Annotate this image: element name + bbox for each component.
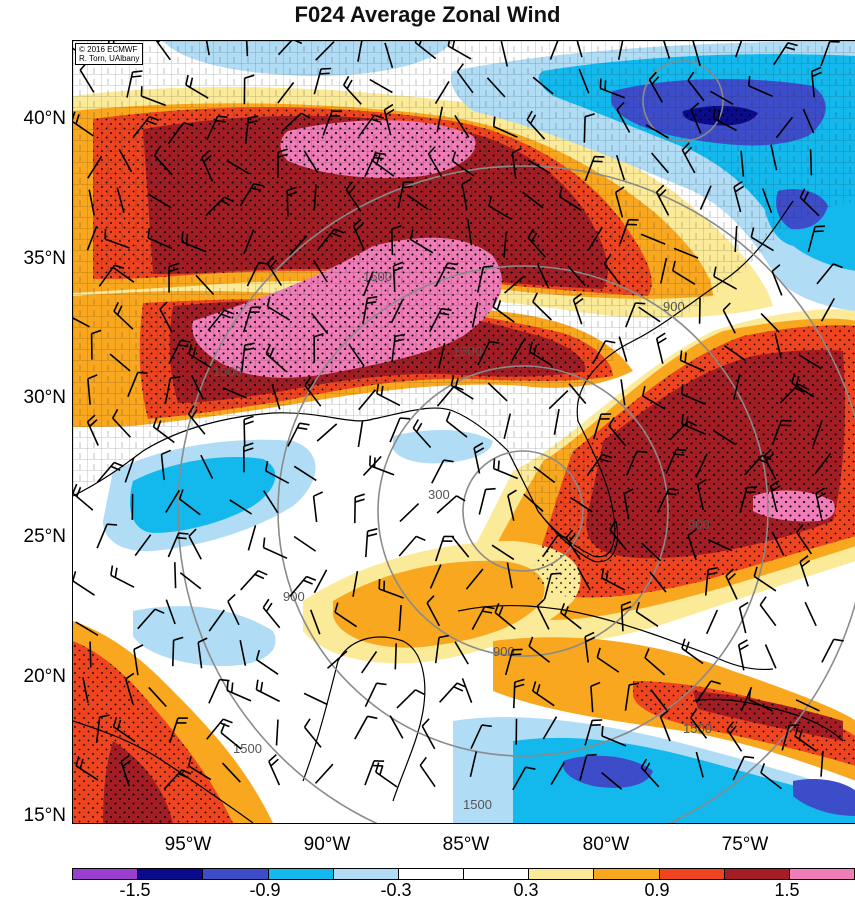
- map-title: F024 Average Zonal Wind: [0, 0, 855, 32]
- wind-barb: [390, 716, 403, 739]
- colorbar-label-0-3: 0.3: [496, 880, 556, 901]
- wind-barb: [707, 610, 718, 634]
- wind-barb: [316, 764, 333, 783]
- colorbar-label-neg-0-3: -0.3: [366, 880, 426, 901]
- wind-barb: [256, 680, 279, 702]
- colorbar-swatch: [660, 869, 725, 879]
- contour-label: 900: [663, 299, 685, 314]
- wind-barb: [248, 525, 255, 550]
- wind-barb: [90, 642, 91, 668]
- credit-line-1: © 2016 ECMWF: [79, 45, 139, 54]
- colorbar-label-1-5: 1.5: [757, 880, 817, 901]
- wind-barb: [657, 333, 667, 364]
- wind-barb: [317, 424, 337, 441]
- wind-barb: [395, 643, 396, 669]
- wind-barb: [111, 566, 134, 588]
- wind-barb: [209, 680, 230, 704]
- wind-barb: [358, 421, 362, 447]
- lat-label-30n: 30°N: [0, 387, 66, 409]
- colorbar-label-neg-1-5: -1.5: [105, 880, 165, 901]
- lon-label-75w: 75°W: [705, 834, 785, 856]
- contour-label: 300: [428, 487, 450, 502]
- colorbar-swatch: [464, 869, 529, 879]
- lat-label-40n: 40°N: [0, 108, 66, 130]
- wind-barb: [766, 645, 776, 669]
- colorbar-swatch: [334, 869, 399, 879]
- wind-barb: [365, 683, 386, 707]
- lat-label-25n: 25°N: [0, 526, 66, 548]
- colorbar-swatch: [203, 869, 268, 879]
- wind-barb: [73, 571, 95, 595]
- colorbar-swatch: [269, 869, 334, 879]
- wind-barb: [805, 602, 816, 626]
- wind-barb: [304, 693, 328, 704]
- lon-label-90w: 90°W: [287, 834, 367, 856]
- wind-barb: [440, 683, 467, 702]
- colorbar-swatch: [725, 869, 790, 879]
- wind-barb: [400, 504, 419, 522]
- wind-barb: [227, 681, 251, 701]
- lat-label-35n: 35°N: [0, 248, 66, 270]
- colorbar-label-0-9: 0.9: [627, 880, 687, 901]
- wind-barb: [175, 562, 176, 588]
- colorbar-swatch: [138, 869, 203, 879]
- wind-barb: [263, 599, 279, 628]
- contour-label: 1500: [233, 741, 262, 756]
- wind-barb: [366, 529, 378, 557]
- wind-barb: [420, 757, 435, 786]
- contour-label: 1500: [463, 797, 492, 812]
- wind-barb: [355, 494, 365, 523]
- lon-label-95w: 95°W: [148, 834, 228, 856]
- colorbar-swatch: [73, 869, 138, 879]
- lightblue-shading-region: [393, 430, 493, 463]
- wind-barb: [422, 719, 434, 749]
- wind-barb: [264, 538, 288, 559]
- lon-label-85w: 85°W: [426, 834, 506, 856]
- contour-label: 900: [688, 517, 710, 532]
- colorbar-swatch: [790, 869, 854, 879]
- wind-barb: [277, 720, 279, 746]
- credit-box: © 2016 ECMWF R. Torn, UAlbany: [75, 43, 143, 65]
- wind-barb: [432, 460, 454, 483]
- contour-label: 1500: [683, 721, 712, 736]
- contour-label: 1500: [453, 344, 482, 359]
- contour-label: 1500: [363, 269, 392, 284]
- stipple-region: [586, 350, 845, 558]
- contour-label: 1500: [213, 364, 242, 379]
- wind-barb: [241, 571, 268, 590]
- lightblue-shading-region: [133, 606, 276, 666]
- lat-label-20n: 20°N: [0, 666, 66, 688]
- wind-barb: [269, 755, 280, 785]
- colorbar-swatch: [399, 869, 464, 879]
- wind-barb: [314, 492, 323, 522]
- wind-barb: [463, 678, 472, 702]
- wind-barb: [397, 690, 424, 708]
- wind-barb: [355, 716, 378, 739]
- wind-barb: [180, 573, 201, 589]
- colorbar: [72, 868, 855, 880]
- colorbar-swatch: [594, 869, 659, 879]
- wind-barb: [294, 537, 316, 552]
- lat-label-15n: 15°N: [0, 805, 66, 827]
- wind-barb: [760, 597, 776, 626]
- wind-barb: [811, 149, 812, 175]
- colorbar-label-neg-0-9: -0.9: [235, 880, 295, 901]
- wind-barb: [822, 639, 844, 662]
- colorbar-swatch: [529, 869, 594, 879]
- credit-line-2: R. Torn, UAlbany: [79, 54, 139, 63]
- lon-label-80w: 80°W: [566, 834, 646, 856]
